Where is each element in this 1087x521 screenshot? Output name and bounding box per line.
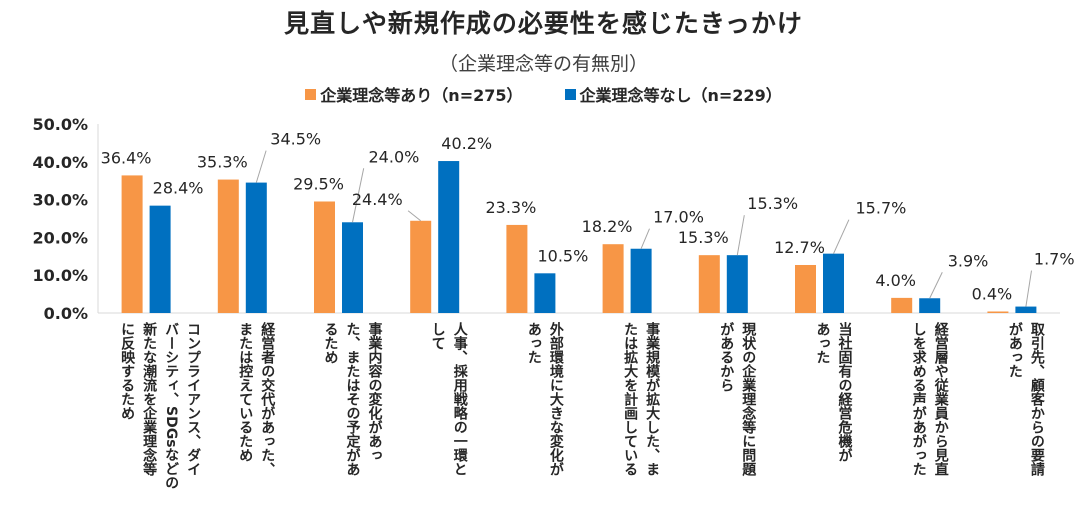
bar-with — [891, 297, 913, 313]
data-label: 10.5% — [537, 246, 588, 265]
bar-with — [217, 179, 239, 313]
data-label: 1.7% — [1034, 250, 1075, 269]
bar-without — [534, 273, 556, 313]
bar-without — [1015, 306, 1037, 313]
bar-without — [245, 182, 267, 313]
data-label: 40.2% — [441, 134, 492, 153]
bar-with — [602, 244, 624, 313]
category-label: 外部環境に大きな変化が あった — [525, 322, 564, 476]
y-tick-label: 20.0% — [32, 228, 88, 247]
y-tick-label: 10.0% — [32, 266, 88, 285]
leader-line — [407, 210, 422, 222]
category-label: コンプライアンス、ダイ バーシティ、SDGsなどの 新たな潮流を企業理念等 に反… — [119, 322, 202, 490]
data-label: 3.9% — [948, 251, 989, 270]
leader-line — [352, 168, 365, 223]
bar-with — [987, 311, 1009, 313]
bar-without — [726, 255, 748, 313]
chart-subtitle: （企業理念等の有無別） — [438, 53, 648, 75]
data-label: 24.0% — [369, 147, 420, 166]
leader-line — [255, 150, 267, 183]
bar-with — [795, 264, 816, 313]
legend-swatch-with — [305, 88, 317, 100]
leader-line — [1025, 270, 1032, 307]
bar-with — [698, 255, 720, 313]
bar-without — [149, 205, 171, 313]
legend-item-without: 企業理念等なし（n=229） — [564, 82, 782, 106]
data-label: 15.3% — [678, 228, 729, 247]
data-label: 24.4% — [352, 190, 403, 209]
chart-title: 見直しや新規作成の必要性を感じたきっかけ — [284, 9, 803, 38]
category-label: 人事、採用戦略の一環と して — [429, 322, 468, 476]
legend-label-without: 企業理念等なし（n=229） — [579, 86, 782, 105]
data-label: 17.0% — [653, 208, 704, 227]
leader-line — [929, 272, 943, 299]
data-label: 35.3% — [197, 153, 248, 172]
data-label: 0.4% — [972, 284, 1013, 303]
bar-with — [314, 201, 335, 313]
y-tick-label: 30.0% — [32, 191, 88, 210]
leader-line — [833, 219, 850, 254]
bar-with — [506, 224, 528, 313]
bar-with — [410, 220, 432, 313]
y-tick-label: 50.0% — [32, 115, 88, 134]
legend-swatch-without — [564, 88, 576, 100]
data-label: 23.3% — [485, 198, 536, 217]
bar-without — [630, 248, 652, 313]
data-label: 15.3% — [747, 194, 798, 213]
data-label: 28.4% — [153, 179, 204, 198]
leader-line — [640, 228, 650, 249]
bar-with — [121, 175, 143, 313]
bar-without — [823, 253, 844, 313]
data-label: 4.0% — [875, 271, 916, 290]
legend: 企業理念等あり（n=275） 企業理念等なし（n=229） — [0, 82, 1087, 106]
bar-without — [342, 222, 363, 313]
category-label: 取引先、顧客からの要請 があった — [1006, 322, 1045, 476]
category-label: 事業規模が拡大した、ま たは拡大を計画している — [622, 322, 661, 476]
category-label: 経営者の交代があった、 または控えているため — [237, 322, 276, 476]
leader-line — [736, 215, 745, 256]
bar-without — [919, 298, 941, 313]
legend-label-with: 企業理念等あり（n=275） — [320, 86, 523, 105]
legend-item-with: 企業理念等あり（n=275） — [305, 82, 523, 106]
category-label: 現状の企業理念等に問題 があるから — [718, 322, 757, 476]
bar-without — [438, 161, 460, 313]
y-tick-label: 40.0% — [32, 153, 88, 172]
data-label: 18.2% — [582, 217, 633, 236]
category-label: 事業内容の変化があっ た、またはその予定があ るため — [322, 322, 383, 476]
data-label: 36.4% — [101, 148, 152, 167]
data-label: 15.7% — [856, 199, 907, 218]
data-label: 34.5% — [270, 130, 321, 149]
y-tick-label: 0.0% — [44, 304, 88, 323]
category-label: 経営層や従業員から見直 しを求める声があがった — [910, 322, 949, 476]
data-label: 12.7% — [774, 238, 825, 257]
category-label: 当社固有の経営危機が あった — [814, 322, 853, 462]
data-label: 29.5% — [293, 174, 344, 193]
